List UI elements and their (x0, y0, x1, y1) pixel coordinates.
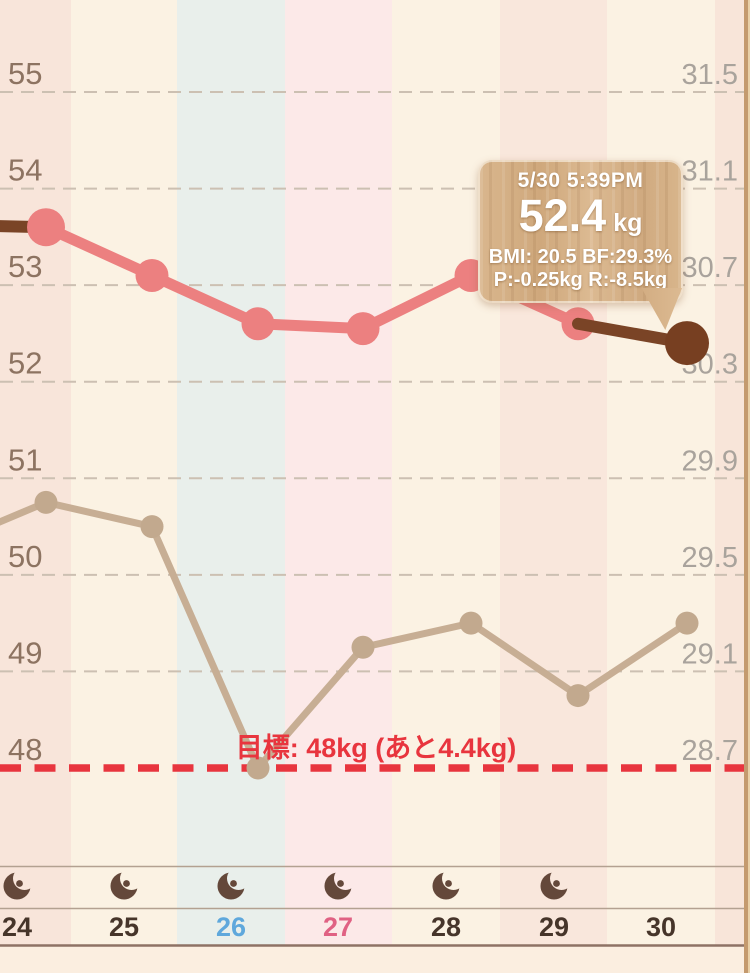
weight-point[interactable] (241, 307, 275, 341)
axis-label-left: 52 (8, 346, 42, 381)
measurement-tooltip: 5/30 5:39PM 52.4 kg BMI: 20.5 BF:29.3% P:… (478, 160, 683, 330)
day-label: 28 (431, 912, 461, 942)
bodyfat-point[interactable] (140, 515, 164, 539)
moon-icon (540, 872, 568, 900)
weight-point[interactable] (27, 208, 65, 247)
axis-label-left: 48 (8, 732, 42, 767)
right-border-highlight (748, 0, 750, 973)
axis-label-left: 51 (8, 442, 42, 477)
axis-label-left: 53 (8, 249, 42, 284)
background-stripe (392, 0, 500, 946)
moon-icon (432, 872, 460, 900)
axis-label-left: 50 (8, 539, 42, 574)
latest-weight-point[interactable] (665, 321, 709, 366)
axis-label-left: 55 (8, 56, 42, 91)
axis-label-right: 29.9 (682, 445, 738, 477)
background-stripe (71, 0, 177, 946)
bodyfat-point[interactable] (459, 611, 483, 635)
bottom-panel (0, 945, 750, 973)
tooltip-stats-2: P:-0.25kg R:-8.5kg (493, 269, 668, 291)
goal-label: 目標: 48kg (あと4.4kg) (236, 733, 517, 763)
axis-label-right: 29.1 (682, 638, 738, 670)
weight-point[interactable] (135, 258, 169, 292)
bodyfat-line (0, 498, 689, 772)
background-stripe (285, 0, 392, 946)
day-label: 29 (539, 912, 569, 942)
day-label: 24 (2, 912, 32, 942)
axis-label-right: 29.5 (682, 542, 738, 574)
background-stripe (607, 0, 715, 946)
bodyfat-point[interactable] (34, 490, 58, 514)
background-stripe (500, 0, 607, 946)
tooltip-datetime: 5/30 5:39PM (517, 169, 644, 192)
bodyfat-point[interactable] (351, 635, 375, 659)
moon-icon (217, 872, 245, 900)
axis-label-right: 31.1 (682, 156, 738, 188)
axis-label-right: 30.7 (682, 252, 738, 284)
day-label: 30 (646, 912, 676, 942)
tooltip-weight-unit: kg (613, 209, 643, 237)
bodyfat-point[interactable] (566, 684, 590, 708)
day-label: 27 (323, 912, 353, 942)
bodyfat-point[interactable] (246, 756, 270, 780)
tooltip-weight: 52.4 kg (480, 193, 681, 246)
day-label: 25 (109, 912, 139, 942)
bodyfat-point[interactable] (675, 611, 699, 635)
moon-icon (324, 872, 352, 900)
axis-label-left: 54 (8, 153, 42, 188)
moon-icon (3, 872, 31, 900)
axis-label-right: 31.5 (682, 59, 738, 91)
axis-label-right: 28.7 (682, 735, 738, 767)
tooltip-stats-1: BMI: 20.5 BF:29.3% (488, 246, 673, 268)
weight-point[interactable] (346, 312, 380, 346)
axis-label-left: 49 (8, 635, 42, 670)
moon-icon (110, 872, 138, 900)
day-label: 26 (216, 912, 246, 942)
background-stripe (177, 0, 285, 946)
background-stripe (0, 0, 71, 946)
tooltip-weight-value: 52.4 (518, 190, 607, 241)
right-border (744, 0, 748, 973)
